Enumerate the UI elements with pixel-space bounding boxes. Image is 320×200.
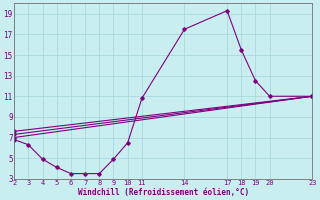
X-axis label: Windchill (Refroidissement éolien,°C): Windchill (Refroidissement éolien,°C)	[78, 188, 249, 197]
